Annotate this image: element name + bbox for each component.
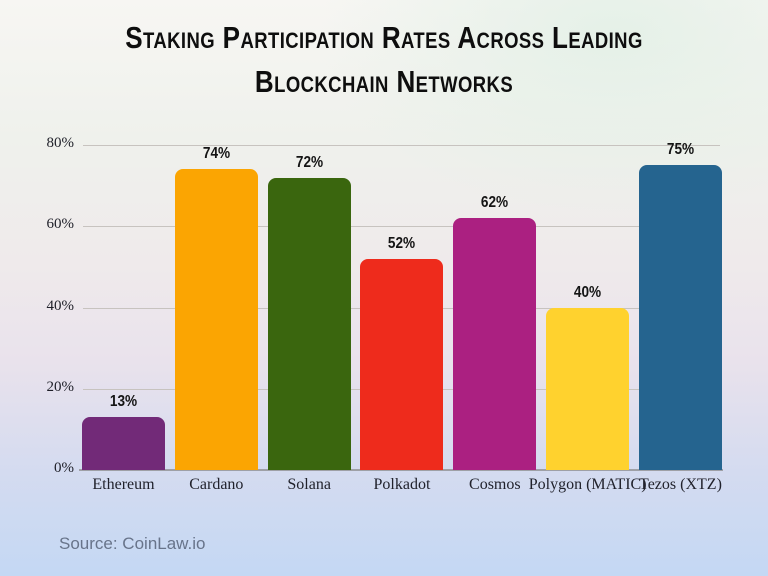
y-axis-tick-label: 60%	[46, 216, 75, 233]
y-axis-tick-label: 20%	[46, 378, 75, 395]
bar-value-label: 72%	[295, 153, 323, 171]
bar-value-label: 62%	[481, 194, 509, 212]
y-axis-tick-label: 0%	[54, 460, 74, 476]
bar-value-label: 75%	[666, 141, 695, 159]
x-axis-category-label: Polkadot	[373, 476, 431, 493]
gridline	[83, 226, 720, 228]
bar-cosmos	[453, 218, 537, 470]
bar-polygon-matic	[546, 307, 630, 470]
x-axis-category-label: Polygon (MATIC)	[528, 476, 647, 493]
gridline	[83, 145, 720, 146]
bar-value-label: 74%	[202, 145, 230, 163]
source-note: Source: CoinLaw.io	[59, 534, 206, 553]
bar-tezos-xtz	[638, 165, 722, 470]
chart-title-line1: Staking Participation Rates Across Leadi…	[125, 20, 643, 55]
chart-title: Staking Participation Rates Across Leadi…	[61, 16, 706, 104]
bar-value-label: 13%	[109, 393, 138, 411]
y-axis-tick-label: 80%	[46, 135, 75, 151]
bar-cardano	[174, 169, 258, 470]
bar-value-label: 40%	[574, 283, 602, 301]
x-axis-line	[79, 469, 723, 471]
x-axis-category-label: Cardano	[189, 476, 244, 493]
bar-value-label: 52%	[388, 234, 416, 252]
bar-polkadot	[360, 258, 444, 470]
y-axis-tick-label: 40%	[46, 297, 75, 314]
x-axis-category-label: Tezos (XTZ)	[639, 476, 722, 493]
bar-ethereum	[82, 417, 165, 470]
chart-title-line2: Blockchain Networks	[254, 64, 514, 99]
x-axis-category-label: Cosmos	[469, 476, 521, 493]
bar-solana	[267, 177, 351, 470]
x-axis-category-label: Ethereum	[92, 476, 155, 493]
x-axis-category-label: Solana	[287, 476, 331, 493]
